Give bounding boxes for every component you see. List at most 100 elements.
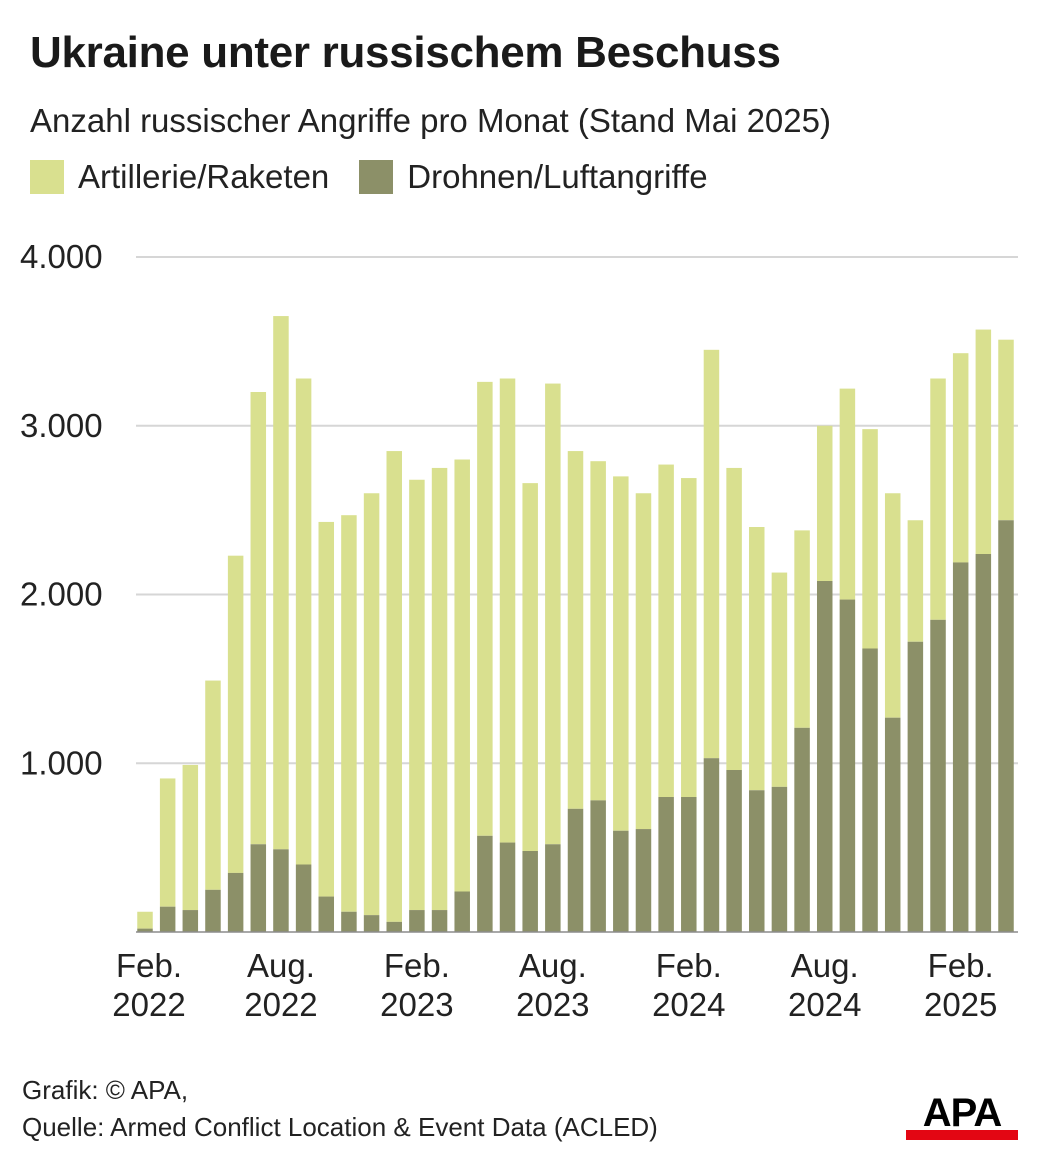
x-tick-label: 2023	[380, 986, 453, 1023]
bar-drones	[816, 581, 833, 932]
x-tick-label: Feb.	[384, 947, 450, 984]
legend-label-drones: Drohnen/Luftangriffe	[407, 158, 708, 195]
bar-drones	[635, 829, 652, 932]
bar-artillery	[771, 572, 788, 787]
bar-drones	[341, 911, 357, 932]
x-tick-label: Aug.	[247, 947, 315, 984]
y-tick-label: 2.000	[20, 576, 103, 613]
credit-text: Grafik: © APA,	[22, 1075, 189, 1105]
bar-artillery	[386, 451, 402, 922]
bar-artillery	[205, 680, 221, 890]
apa-logo: APA	[906, 1094, 1018, 1140]
bar-drones	[363, 915, 380, 932]
bar-artillery	[975, 329, 992, 554]
bar-drones	[227, 872, 244, 932]
bar-artillery	[998, 339, 1014, 521]
bar-artillery	[250, 392, 267, 845]
chart-title: Ukraine unter russischem Beschuss	[30, 28, 781, 77]
bar-drones	[205, 889, 221, 932]
x-tick-label: Aug.	[519, 947, 587, 984]
bar-drones	[907, 641, 924, 932]
bar-drones	[159, 906, 176, 932]
bar-artillery	[431, 467, 448, 911]
bar-artillery	[499, 378, 516, 843]
bar-artillery	[816, 425, 833, 581]
bar-drones	[318, 896, 335, 932]
bar-artillery	[477, 381, 493, 836]
x-tick-label: Aug.	[791, 947, 859, 984]
legend-swatch-drones	[359, 160, 394, 194]
bar-drones	[273, 849, 289, 932]
bar-drones	[182, 910, 199, 932]
bar-drones	[613, 830, 629, 932]
x-tick-label: Feb.	[656, 947, 722, 984]
bar-artillery	[454, 459, 470, 892]
bar-artillery	[862, 429, 878, 649]
y-tick-label: 3.000	[20, 407, 103, 444]
bar-drones	[522, 851, 538, 932]
bar-drones	[884, 717, 901, 932]
bar-artillery	[635, 493, 652, 830]
bar-drones	[295, 864, 312, 932]
bar-drones	[137, 928, 153, 932]
bar-artillery	[794, 530, 810, 728]
y-tick-label: 4.000	[20, 238, 103, 275]
bar-artillery	[681, 478, 697, 797]
bar-drones	[975, 554, 992, 932]
legend-item-drones: Drohnen/Luftangriffe	[359, 158, 708, 196]
bar-artillery	[318, 521, 335, 897]
bar-artillery	[159, 778, 176, 907]
bar-artillery	[952, 353, 969, 563]
bar-drones	[952, 562, 969, 932]
bar-drones	[749, 790, 765, 932]
bar-drones	[703, 758, 720, 932]
bar-artillery	[658, 464, 674, 797]
bar-drones	[658, 797, 674, 932]
bar-drones	[567, 808, 584, 932]
bar-artillery	[137, 911, 153, 929]
x-tick-label: Feb.	[928, 947, 994, 984]
bar-chart: 1.0002.0003.0004.000Feb.2022Aug.2022Feb.…	[20, 238, 1018, 1023]
bar-drones	[386, 921, 402, 932]
bar-drones	[431, 910, 448, 932]
bar-artillery	[341, 515, 357, 912]
bar-drones	[839, 599, 856, 932]
legend-swatch-artillery	[30, 160, 64, 194]
bar-artillery	[884, 493, 901, 718]
bar-artillery	[726, 467, 742, 770]
source-text: Quelle: Armed Conflict Location & Event …	[22, 1112, 658, 1142]
logo-text: APA	[923, 1094, 1002, 1135]
bar-drones	[726, 770, 742, 932]
bar-drones	[409, 910, 425, 932]
bar-drones	[499, 842, 516, 932]
legend-item-artillery: Artillerie/Raketen	[30, 158, 329, 196]
bar-artillery	[182, 764, 199, 911]
bar-artillery	[590, 461, 606, 801]
bar-artillery	[839, 388, 856, 600]
bar-artillery	[703, 349, 720, 759]
chart-subtitle: Anzahl russischer Angriffe pro Monat (St…	[30, 102, 831, 139]
bar-drones	[250, 844, 267, 932]
bar-artillery	[273, 316, 289, 850]
x-tick-label: Feb.	[116, 947, 182, 984]
bar-artillery	[295, 378, 312, 865]
bar-artillery	[227, 555, 244, 873]
bar-artillery	[930, 378, 946, 620]
bar-drones	[590, 800, 606, 932]
bar-drones	[477, 835, 493, 932]
bar-artillery	[409, 479, 425, 911]
bar-drones	[794, 727, 810, 932]
bar-artillery	[522, 483, 538, 851]
bar-artillery	[363, 493, 380, 916]
legend: Artillerie/Raketen Drohnen/Luftangriffe	[30, 158, 738, 196]
bar-drones	[545, 844, 561, 932]
bar-artillery	[613, 476, 629, 831]
bar-artillery	[749, 527, 765, 791]
footer: Grafik: © APA, Quelle: Armed Conflict Lo…	[22, 1072, 658, 1146]
x-tick-label: 2024	[788, 986, 861, 1023]
x-tick-label: 2023	[516, 986, 589, 1023]
bar-drones	[998, 520, 1014, 932]
legend-label-artillery: Artillerie/Raketen	[78, 158, 330, 195]
x-tick-label: 2025	[924, 986, 997, 1023]
x-tick-label: 2024	[652, 986, 725, 1023]
